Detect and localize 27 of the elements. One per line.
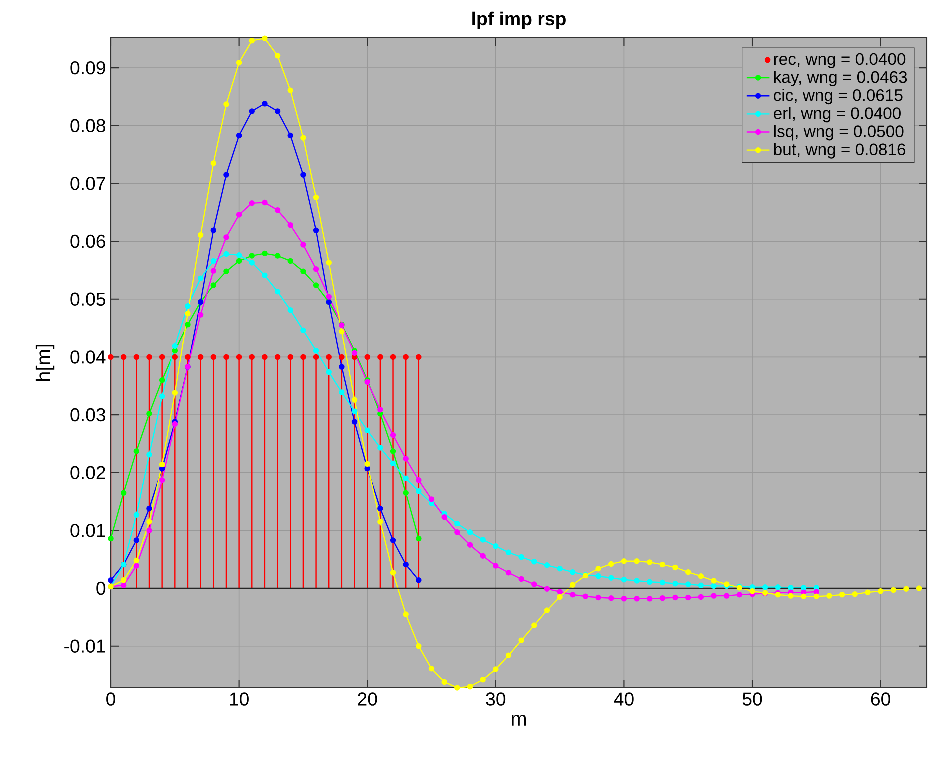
x-tick-label: 10 <box>230 692 249 706</box>
y-tick-label: 0.07 <box>70 177 106 190</box>
y-tick-label: 0.02 <box>70 466 106 480</box>
x-tick-label: 50 <box>742 692 762 706</box>
x-tick-label: 20 <box>358 692 378 706</box>
legend-label: but, wng = 0.0816 <box>774 143 906 159</box>
x-tick-label: 0 <box>106 692 116 706</box>
y-tick-label: 0 <box>96 582 106 596</box>
y-tick-label: 0.01 <box>70 524 106 538</box>
x-tick-label: 40 <box>614 692 634 706</box>
y-tick-label: 0.05 <box>70 292 106 306</box>
x-tick-label: 30 <box>486 692 506 706</box>
x-axis-title: m <box>512 715 526 726</box>
x-tick-label: 60 <box>871 692 890 706</box>
y-tick-label: 0.04 <box>70 350 106 364</box>
y-tick-label: 0.08 <box>70 119 106 133</box>
legend-label: cic, wng = 0.0615 <box>774 89 903 105</box>
y-axis-title: h[m] <box>36 344 55 382</box>
chart-title: lpf imp rsp <box>472 12 566 30</box>
y-tick-label: 0.06 <box>70 234 106 248</box>
legend-label: rec, wng = 0.0400 <box>774 53 906 68</box>
y-tick-label: 0.09 <box>70 61 106 75</box>
y-tick-label: 0.03 <box>70 408 106 422</box>
legend-label: kay, wng = 0.0463 <box>774 70 908 87</box>
y-tick-label: -0.01 <box>64 640 106 653</box>
legend-label: erl, wng = 0.0400 <box>774 107 901 123</box>
legend-label: lsq, wng = 0.0500 <box>774 125 904 141</box>
